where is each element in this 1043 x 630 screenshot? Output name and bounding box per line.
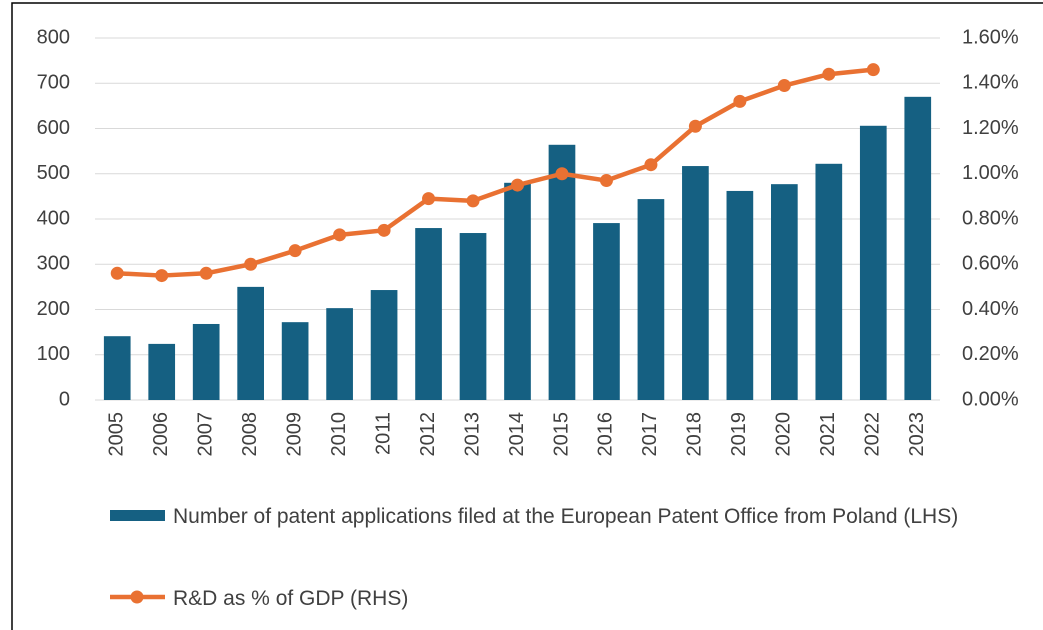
line-marker	[244, 257, 258, 271]
line-marker	[333, 228, 347, 242]
x-tick-label: 2008	[239, 412, 261, 457]
y-tick-label: 400	[37, 207, 70, 229]
y2-tick-label: 1.20%	[962, 117, 1019, 139]
line-marker	[466, 194, 480, 208]
x-tick-label: 2006	[150, 412, 172, 457]
x-tick-label: 2014	[506, 412, 528, 457]
y2-tick-label: 0.20%	[962, 343, 1019, 365]
y-tick-label: 700	[37, 72, 70, 94]
x-tick-label: 2013	[461, 412, 483, 457]
bar	[682, 166, 709, 400]
line-marker	[599, 174, 613, 188]
y-tick-label: 500	[37, 162, 70, 184]
line-marker	[866, 63, 880, 77]
legend-swatch	[110, 510, 165, 521]
bar	[593, 223, 620, 400]
x-tick-label: 2019	[728, 412, 750, 457]
line-marker	[288, 244, 302, 258]
line-marker	[155, 269, 169, 283]
bar	[192, 323, 220, 400]
bar	[326, 308, 353, 400]
x-tick-label: 2005	[106, 412, 128, 457]
line-marker	[688, 119, 702, 133]
bar	[815, 163, 843, 400]
legend-label: Number of patent applications filed at t…	[173, 505, 959, 528]
bar	[237, 286, 264, 400]
y2-tick-label: 0.60%	[962, 253, 1019, 275]
bar	[504, 182, 531, 400]
line-marker	[199, 266, 213, 280]
line-marker	[777, 79, 791, 93]
y-tick-label: 0	[59, 388, 70, 410]
line	[117, 67, 874, 278]
y2-tick-label: 1.60%	[962, 26, 1019, 48]
bar	[859, 125, 887, 400]
x-tick-label: 2022	[862, 412, 884, 457]
line-marker	[822, 67, 836, 81]
x-tick-label: 2020	[773, 412, 795, 457]
bar	[103, 336, 131, 400]
bar	[771, 184, 798, 400]
bar	[370, 290, 398, 400]
y2-tick-label: 0.80%	[962, 207, 1019, 229]
y-tick-label: 800	[37, 26, 70, 48]
y2-tick-label: 1.00%	[962, 162, 1019, 184]
y-tick-label: 100	[37, 343, 70, 365]
line-marker	[733, 94, 747, 108]
line-marker	[422, 192, 436, 206]
line-marker	[377, 223, 391, 237]
bar	[904, 96, 932, 400]
x-tick-label: 2017	[639, 412, 661, 457]
bar	[726, 190, 754, 400]
x-tick-label: 2007	[194, 412, 216, 457]
line-marker	[555, 167, 569, 181]
legend-label: R&D as % of GDP (RHS)	[173, 587, 409, 610]
bar	[415, 228, 442, 400]
y2-tick-label: 0.40%	[962, 298, 1019, 320]
x-tick-label: 2015	[550, 412, 572, 457]
line-marker	[511, 178, 524, 192]
bar	[459, 233, 487, 400]
line-marker	[110, 266, 124, 280]
y2-tick-label: 1.40%	[962, 72, 1019, 94]
x-tick-label: 2011	[372, 412, 394, 455]
bar	[637, 199, 665, 400]
bar	[148, 343, 176, 400]
x-tick-label: 2023	[906, 412, 928, 457]
x-tick-label: 2016	[595, 412, 617, 457]
legend-swatch	[130, 590, 144, 604]
y-tick-label: 300	[37, 253, 70, 275]
x-tick-label: 2012	[417, 412, 439, 457]
x-tick-label: 2018	[684, 412, 706, 457]
y-tick-label: 200	[37, 298, 70, 320]
frame	[11, 2, 1043, 630]
y2-tick-label: 0.00%	[962, 388, 1019, 410]
x-tick-label: 2010	[328, 412, 350, 457]
x-tick-label: 2009	[283, 412, 305, 457]
bar	[548, 144, 576, 400]
bar	[281, 322, 309, 400]
line-marker	[644, 158, 658, 172]
x-tick-label: 2021	[817, 412, 839, 457]
y-tick-label: 600	[37, 117, 70, 139]
